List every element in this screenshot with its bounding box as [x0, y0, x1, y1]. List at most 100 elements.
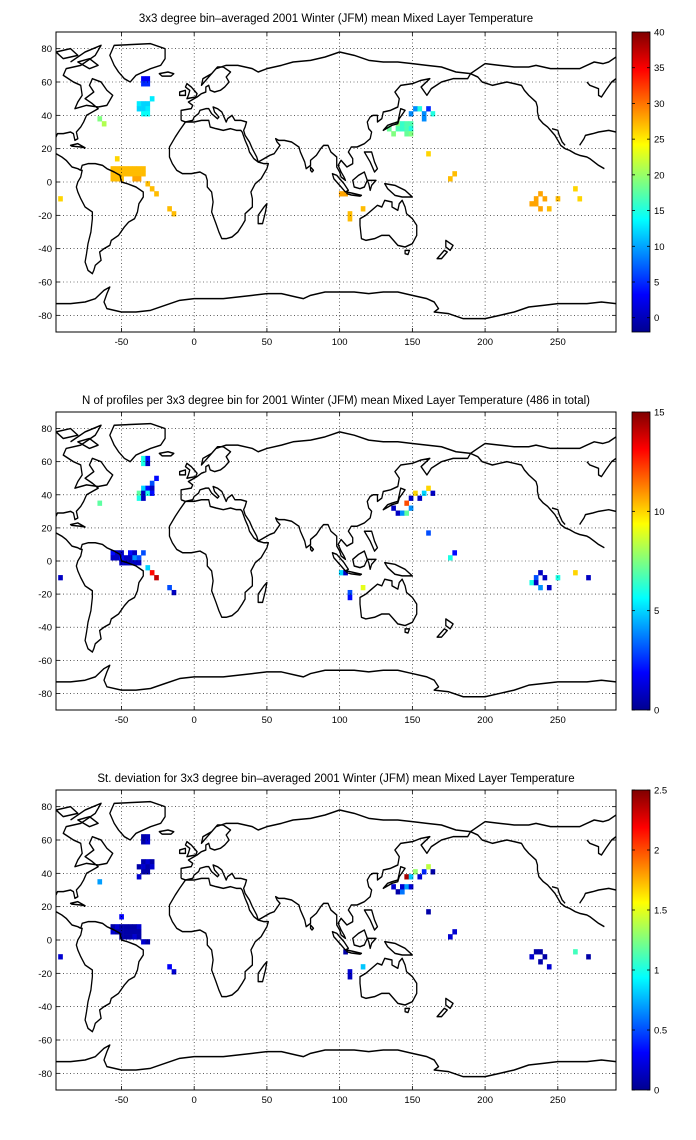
colorbar-tick-label: 40: [654, 28, 665, 39]
data-cell: [141, 166, 146, 172]
y-tick-label: -40: [38, 623, 52, 634]
data-cell: [577, 196, 583, 202]
x-tick-label: 0: [192, 337, 197, 348]
data-cell: [119, 176, 124, 182]
data-cell: [110, 924, 116, 930]
grid: [56, 790, 616, 1090]
colorbar-tick-label: 2: [654, 846, 659, 857]
y-tick-label: 60: [41, 457, 52, 468]
x-tick-label: 100: [332, 1095, 348, 1106]
data-cell: [149, 96, 155, 102]
data-cell: [119, 934, 124, 940]
data-cell: [145, 834, 151, 840]
data-cell: [555, 196, 561, 202]
data-cell: [58, 954, 63, 960]
data-cell: [395, 126, 401, 132]
data-cell: [347, 589, 353, 596]
data-cell: [404, 510, 410, 516]
data-cell: [430, 111, 436, 117]
data-cell: [123, 171, 129, 177]
x-tick-label: 50: [262, 1095, 273, 1106]
panel-3: St. deviation for 3x3 degree bin–average…: [38, 773, 667, 1106]
colorbar-tick-label: 20: [654, 170, 665, 181]
data-cell: [136, 874, 142, 880]
data-cell: [167, 964, 172, 970]
y-tick-label: -80: [38, 1069, 52, 1080]
data-cell: [426, 106, 431, 112]
data-cell: [58, 196, 63, 202]
data-cell: [404, 121, 410, 127]
data-cell: [110, 166, 116, 172]
data-cell: [171, 211, 177, 217]
data-cell: [110, 550, 116, 556]
data-cell: [154, 575, 159, 581]
data-cell: [573, 949, 578, 955]
data-cell: [101, 121, 107, 127]
colorbar-tick-label: 0: [654, 313, 659, 324]
y-tick-label: 60: [41, 836, 52, 847]
data-cell: [132, 924, 138, 930]
data-cell: [154, 475, 159, 482]
data-cell: [149, 864, 155, 870]
data-cell: [347, 211, 353, 217]
data-cell: [114, 924, 120, 930]
x-tick-label: 50: [262, 337, 273, 348]
data-cell: [430, 490, 436, 496]
data-cell: [145, 859, 151, 865]
data-cell: [413, 490, 418, 496]
data-cell: [128, 934, 133, 940]
x-tick-label: 150: [404, 1095, 420, 1106]
data-cell: [360, 206, 366, 212]
data-cell: [404, 131, 410, 137]
data-cell: [400, 889, 405, 895]
data-cell: [141, 939, 146, 945]
data-cell: [132, 550, 138, 556]
data-cell: [573, 186, 578, 192]
data-cell: [145, 490, 151, 496]
data-cell: [542, 575, 548, 581]
data-cell: [408, 126, 414, 132]
data-cell: [149, 490, 155, 496]
x-tick-label: 100: [332, 337, 348, 348]
y-tick-label: 0: [47, 936, 52, 947]
colorbar-tick-label: 2.5: [654, 786, 667, 797]
data-cell: [546, 585, 552, 591]
x-tick-label: 150: [404, 337, 420, 348]
data-cell: [141, 460, 146, 467]
x-tick-label: -50: [115, 715, 129, 726]
data-cell: [132, 176, 138, 182]
data-cell: [538, 585, 543, 591]
colorbar-tick-label: 1.5: [654, 906, 667, 917]
data-cell: [391, 131, 396, 137]
data-cell: [136, 106, 142, 112]
colorbar-tick-label: 25: [654, 135, 665, 146]
data-cell: [448, 176, 453, 182]
data-cell: [141, 101, 146, 107]
y-tick-label: 60: [41, 78, 52, 89]
data-cell: [149, 480, 155, 486]
data-cell: [343, 570, 348, 576]
data-cell: [123, 929, 129, 935]
data-cell: [145, 181, 151, 187]
data-cell: [123, 555, 129, 561]
data-cell: [128, 924, 133, 930]
data-cell: [141, 834, 146, 840]
colorbar-tick-label: 0: [654, 1086, 659, 1097]
data-cell: [141, 864, 146, 870]
data-cell: [529, 580, 535, 586]
data-cell: [347, 974, 353, 980]
data-cell: [136, 495, 142, 501]
y-tick-label: -20: [38, 590, 52, 601]
data-cell: [533, 949, 539, 955]
data-cell: [123, 934, 129, 940]
y-tick-label: 40: [41, 111, 52, 122]
data-cell: [538, 570, 543, 576]
colorbar-gradient: [631, 411, 651, 711]
panel-title: St. deviation for 3x3 degree bin–average…: [97, 773, 574, 785]
data-cell: [400, 884, 405, 890]
x-tick-label: 150: [404, 715, 420, 726]
y-tick-label: 80: [41, 424, 52, 435]
data-cell: [136, 934, 142, 940]
data-cell: [421, 490, 427, 496]
